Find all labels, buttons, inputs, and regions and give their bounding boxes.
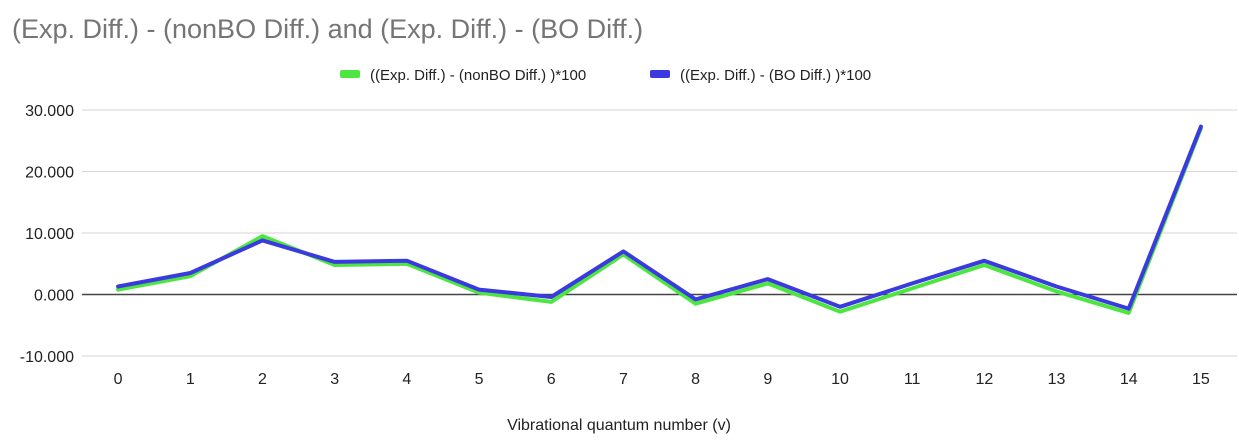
y-tick-label: 20.000 (25, 165, 74, 182)
chart-title: (Exp. Diff.) - (nonBO Diff.) and (Exp. D… (12, 14, 644, 44)
y-axis-ticks: -10.000 0.000 10.000 20.000 30.000 (20, 103, 74, 366)
x-tick-label: 11 (904, 371, 921, 388)
legend: ((Exp. Diff.) - (nonBO Diff.) )*100 ((Exp… (340, 67, 871, 84)
x-tick-label: 6 (547, 371, 556, 388)
y-tick-label: 0.000 (34, 288, 74, 305)
legend-label-2: ((Exp. Diff.) - (BO Diff.) )*100 (680, 67, 871, 84)
x-tick-label: 12 (975, 371, 993, 388)
y-tick-label: 10.000 (25, 226, 74, 243)
y-tick-label: -10.000 (20, 349, 74, 366)
x-tick-label: 3 (330, 371, 339, 388)
x-axis-title: Vibrational quantum number (v) (507, 417, 731, 434)
x-tick-label: 0 (114, 371, 123, 388)
gridlines (82, 109, 1237, 357)
legend-swatch-2 (650, 70, 670, 78)
series-line-1 (116, 126, 1203, 315)
x-tick-label: 15 (1192, 371, 1210, 388)
y-tick-label: 30.000 (25, 103, 74, 120)
legend-label-1: ((Exp. Diff.) - (nonBO Diff.) )*100 (370, 67, 586, 84)
x-tick-label: 9 (763, 371, 772, 388)
x-tick-label: 8 (691, 371, 700, 388)
x-axis-ticks: 0 1 2 3 4 5 6 7 8 9 10 11 12 13 14 15 (114, 371, 1210, 388)
legend-swatch-1 (340, 70, 360, 78)
series-line-2 (116, 124, 1203, 311)
x-tick-label: 14 (1120, 371, 1138, 388)
x-tick-label: 5 (475, 371, 484, 388)
x-tick-label: 1 (186, 371, 195, 388)
x-tick-label: 13 (1048, 371, 1066, 388)
series-lines (116, 124, 1203, 315)
x-tick-label: 10 (831, 371, 849, 388)
x-tick-label: 7 (619, 371, 628, 388)
x-tick-label: 4 (402, 371, 411, 388)
x-tick-label: 2 (258, 371, 267, 388)
